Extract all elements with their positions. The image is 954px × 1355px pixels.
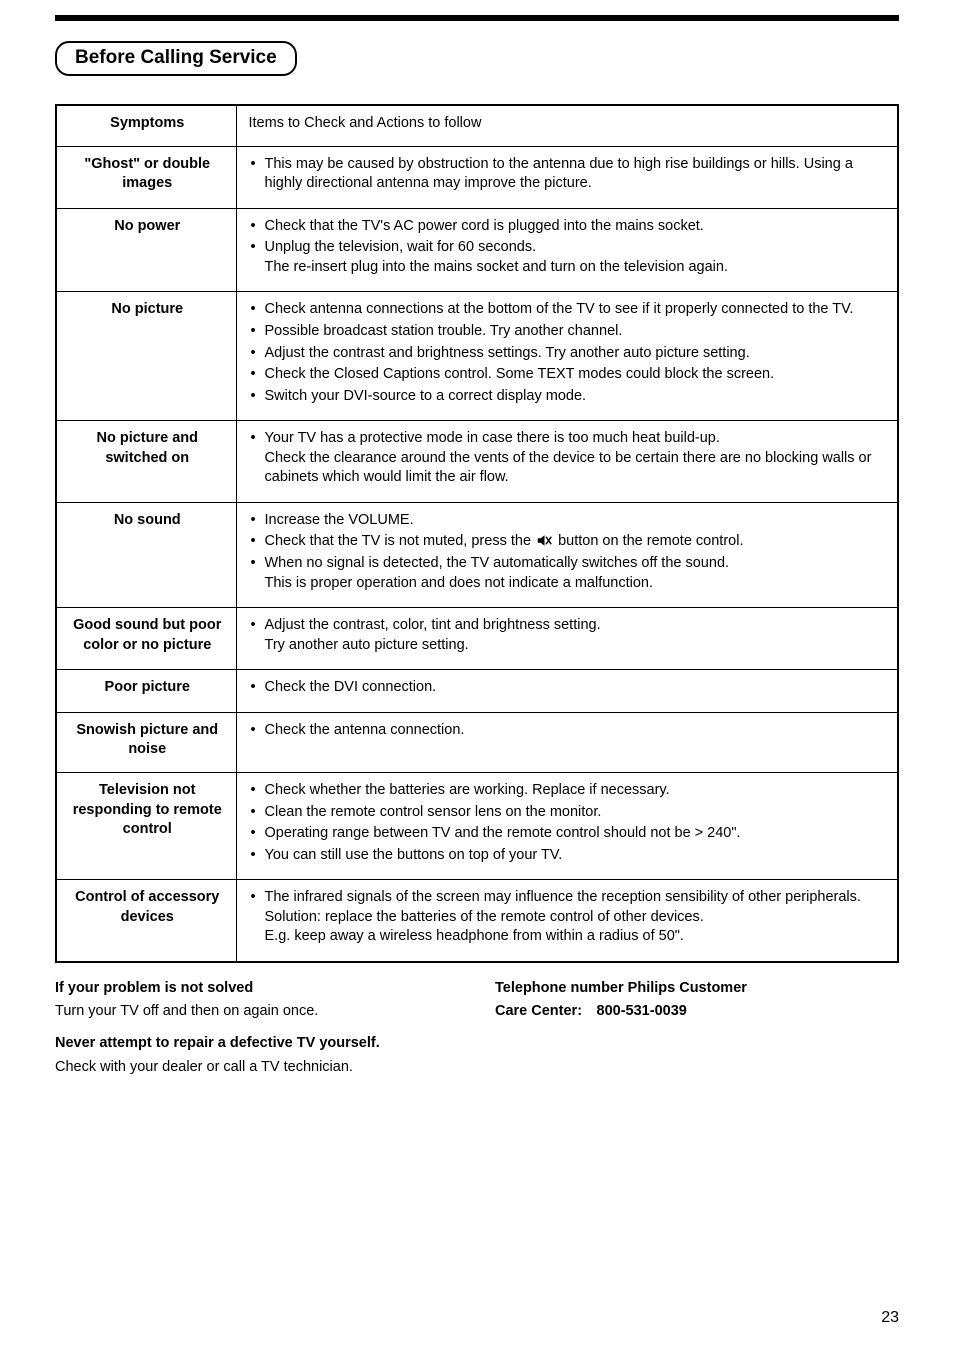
symptom-cell: No power xyxy=(56,208,236,292)
bottom-heading: Telephone number Philips Customer xyxy=(495,979,899,999)
symptom-cell: Good sound but poor color or no picture xyxy=(56,608,236,670)
bottom-right-column: Telephone number Philips Customer Care C… xyxy=(495,979,899,1089)
action-item: Switch your DVI-source to a correct disp… xyxy=(249,387,888,407)
actions-cell: Your TV has a protective mode in case th… xyxy=(236,421,898,503)
action-item: Check the Closed Captions control. Some … xyxy=(249,365,888,385)
action-item: Check whether the batteries are working.… xyxy=(249,781,888,801)
action-item: Your TV has a protective mode in case th… xyxy=(249,429,888,488)
actions-list: Check the DVI connection. xyxy=(249,678,888,698)
action-item: Check the antenna connection. xyxy=(249,721,888,741)
actions-list: Adjust the contrast, color, tint and bri… xyxy=(249,616,888,655)
table-row: No picture Check antenna connections at t… xyxy=(56,292,898,421)
header-symptoms: Symptoms xyxy=(56,105,236,146)
action-item: You can still use the buttons on top of … xyxy=(249,846,888,866)
bottom-heading: Never attempt to repair a defective TV y… xyxy=(55,1034,459,1054)
action-item: The infrared signals of the screen may i… xyxy=(249,888,888,947)
action-item: Check that the TV's AC power cord is plu… xyxy=(249,217,888,237)
symptom-cell: "Ghost" or double images xyxy=(56,146,236,208)
actions-list: Check antenna connections at the bottom … xyxy=(249,300,888,406)
action-item: Adjust the contrast, color, tint and bri… xyxy=(249,616,888,655)
action-item: Possible broadcast station trouble. Try … xyxy=(249,322,888,342)
table-row: Television not responding to remote cont… xyxy=(56,772,898,879)
bottom-text: Turn your TV off and then on again once. xyxy=(55,1002,459,1022)
page-title: Before Calling Service xyxy=(55,41,297,76)
action-item: Operating range between TV and the remot… xyxy=(249,824,888,844)
mute-icon xyxy=(537,534,552,547)
bottom-heading: If your problem is not solved xyxy=(55,979,459,999)
action-item: When no signal is detected, the TV autom… xyxy=(249,554,888,593)
action-item: Clean the remote control sensor lens on … xyxy=(249,803,888,823)
symptom-cell: Poor picture xyxy=(56,670,236,713)
table-row: "Ghost" or double images This may be caus… xyxy=(56,146,898,208)
symptom-cell: Television not responding to remote cont… xyxy=(56,772,236,879)
actions-cell: Check antenna connections at the bottom … xyxy=(236,292,898,421)
symptom-cell: Snowish picture and noise xyxy=(56,712,236,772)
actions-cell: Check the antenna connection. xyxy=(236,712,898,772)
table-header-row: Symptoms Items to Check and Actions to f… xyxy=(56,105,898,146)
table-row: No soundIncrease the VOLUME.Check that t… xyxy=(56,502,898,607)
action-item: Increase the VOLUME. xyxy=(249,511,888,531)
actions-cell: Check whether the batteries are working.… xyxy=(236,772,898,879)
troubleshooting-table: Symptoms Items to Check and Actions to f… xyxy=(55,104,899,963)
actions-list: Check that the TV's AC power cord is plu… xyxy=(249,217,888,278)
page: Before Calling Service Symptoms Items to… xyxy=(0,0,954,1355)
action-item: Unplug the television, wait for 60 secon… xyxy=(249,238,888,277)
actions-list: The infrared signals of the screen may i… xyxy=(249,888,888,947)
actions-list: Check the antenna connection. xyxy=(249,721,888,741)
symptom-cell: No sound xyxy=(56,502,236,607)
actions-cell: Check the DVI connection. xyxy=(236,670,898,713)
header-actions: Items to Check and Actions to follow xyxy=(236,105,898,146)
bottom-block: If your problem is not solved Turn your … xyxy=(55,979,899,1089)
actions-list: Increase the VOLUME.Check that the TV is… xyxy=(249,511,888,593)
bottom-left-column: If your problem is not solved Turn your … xyxy=(55,979,459,1089)
actions-list: Check whether the batteries are working.… xyxy=(249,781,888,865)
symptom-cell: No picture xyxy=(56,292,236,421)
action-item: Adjust the contrast and brightness setti… xyxy=(249,344,888,364)
actions-cell: This may be caused by obstruction to the… xyxy=(236,146,898,208)
action-item: Check that the TV is not muted, press th… xyxy=(249,532,888,552)
symptom-cell: Control of accessory devices xyxy=(56,880,236,962)
page-number: 23 xyxy=(881,1309,899,1327)
bottom-text: Check with your dealer or call a TV tech… xyxy=(55,1058,459,1078)
table-row: No power Check that the TV's AC power cor… xyxy=(56,208,898,292)
actions-cell: Check that the TV's AC power cord is plu… xyxy=(236,208,898,292)
bottom-heading: Care Center: 800-531-0039 xyxy=(495,1002,899,1022)
table-row: Snowish picture and noise Check the anten… xyxy=(56,712,898,772)
action-item: Check the DVI connection. xyxy=(249,678,888,698)
actions-cell: The infrared signals of the screen may i… xyxy=(236,880,898,962)
table-row: Poor picture Check the DVI connection. xyxy=(56,670,898,713)
table-row: Control of accessory devicesThe infrared… xyxy=(56,880,898,962)
top-rule xyxy=(55,15,899,21)
action-item: This may be caused by obstruction to the… xyxy=(249,155,888,194)
actions-list: Your TV has a protective mode in case th… xyxy=(249,429,888,488)
table-row: Good sound but poor color or no picture A… xyxy=(56,608,898,670)
actions-list: This may be caused by obstruction to the… xyxy=(249,155,888,194)
action-item: Check antenna connections at the bottom … xyxy=(249,300,888,320)
table-row: No picture and switched onYour TV has a … xyxy=(56,421,898,503)
actions-cell: Adjust the contrast, color, tint and bri… xyxy=(236,608,898,670)
symptom-cell: No picture and switched on xyxy=(56,421,236,503)
actions-cell: Increase the VOLUME.Check that the TV is… xyxy=(236,502,898,607)
